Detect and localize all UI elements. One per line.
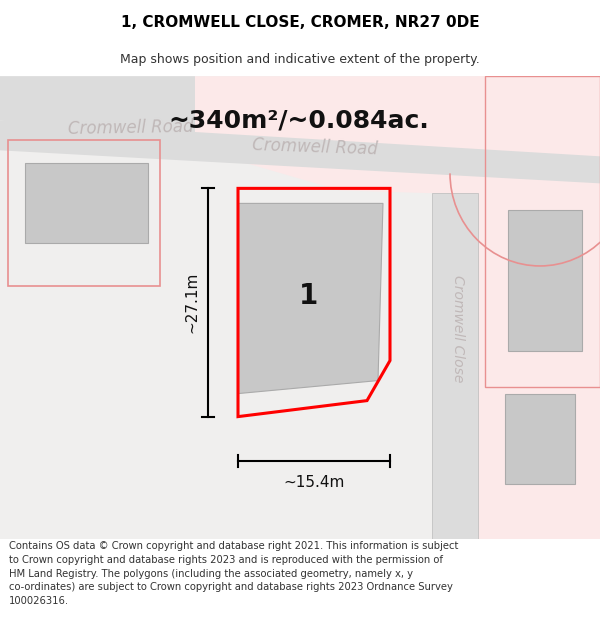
Text: ~15.4m: ~15.4m bbox=[283, 475, 344, 490]
Polygon shape bbox=[0, 76, 600, 539]
Polygon shape bbox=[238, 203, 383, 394]
Polygon shape bbox=[0, 120, 600, 183]
Text: Cromwell Road: Cromwell Road bbox=[68, 118, 194, 138]
Text: Map shows position and indicative extent of the property.: Map shows position and indicative extent… bbox=[120, 53, 480, 66]
Polygon shape bbox=[478, 76, 600, 539]
Text: ~27.1m: ~27.1m bbox=[185, 272, 199, 333]
Text: Contains OS data © Crown copyright and database right 2021. This information is : Contains OS data © Crown copyright and d… bbox=[9, 541, 458, 606]
Polygon shape bbox=[25, 163, 148, 243]
Polygon shape bbox=[195, 76, 600, 198]
Text: Cromwell Close: Cromwell Close bbox=[451, 275, 465, 382]
Text: Cromwell Road: Cromwell Road bbox=[252, 136, 378, 159]
Polygon shape bbox=[432, 193, 478, 539]
Polygon shape bbox=[505, 394, 575, 484]
Polygon shape bbox=[508, 211, 582, 351]
Polygon shape bbox=[0, 76, 195, 148]
Text: ~340m²/~0.084ac.: ~340m²/~0.084ac. bbox=[168, 108, 429, 132]
Text: 1, CROMWELL CLOSE, CROMER, NR27 0DE: 1, CROMWELL CLOSE, CROMER, NR27 0DE bbox=[121, 16, 479, 31]
Text: 1: 1 bbox=[298, 282, 317, 311]
